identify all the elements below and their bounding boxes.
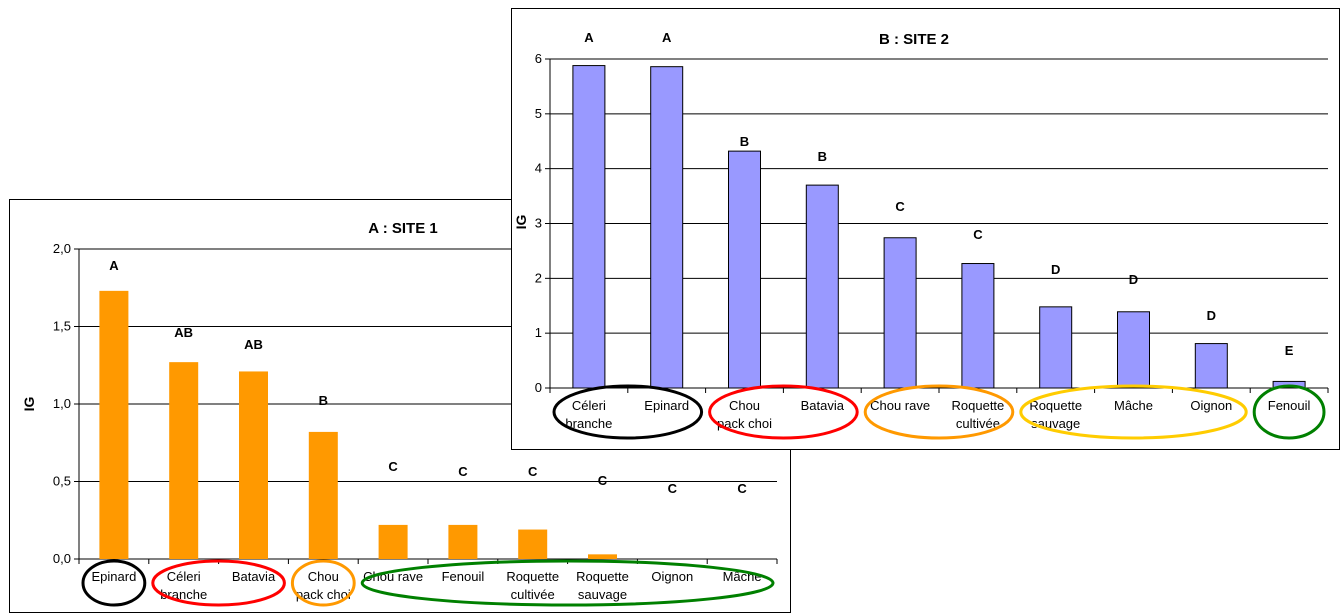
x-category-label: Roquette cultivée: [952, 398, 1005, 431]
y-tick-label: 3: [535, 216, 542, 231]
bar: [378, 524, 408, 559]
group-ellipse: [552, 384, 704, 440]
significance-letter: E: [1285, 343, 1294, 358]
x-category-label: Chou pack choi: [296, 569, 351, 602]
bar: [650, 66, 684, 389]
y-tick-label: 4: [535, 161, 542, 176]
significance-letter: D: [1129, 272, 1138, 287]
x-category-label: Oignon: [1190, 398, 1232, 413]
x-category-label: Roquette cultivée: [506, 569, 559, 602]
significance-letter: B: [319, 393, 328, 408]
bar: [883, 237, 917, 389]
y-tick-label: 0,0: [53, 551, 71, 566]
bar: [99, 290, 129, 559]
significance-letter: B: [818, 149, 827, 164]
bar: [1194, 343, 1228, 389]
group-ellipse: [151, 559, 286, 607]
x-category-label: Roquette sauvage: [576, 569, 629, 602]
significance-letter: C: [598, 473, 608, 488]
y-tick-label: 2,0: [53, 241, 71, 256]
chart-site1: 0,0 0,5 1,0 1,5 2,0 A Epinard AB Céleri branche AB…: [21, 220, 778, 607]
x-category-label: Chou rave: [870, 398, 930, 413]
significance-letter: C: [737, 481, 747, 496]
x-category-label: Chou rave: [363, 569, 423, 584]
bar: [448, 524, 478, 559]
significance-letter: C: [895, 199, 905, 214]
y-tick-label: 0: [535, 380, 542, 395]
significance-letter: C: [458, 464, 468, 479]
significance-letter: D: [1051, 262, 1060, 277]
x-category-label: Céleri branche: [160, 569, 207, 602]
x-category-label: Fenouil: [442, 569, 485, 584]
group-ellipse: [360, 559, 775, 607]
group-ellipse: [1252, 384, 1326, 440]
bar: [1039, 306, 1073, 389]
bar: [239, 371, 268, 559]
bar: [728, 150, 761, 389]
significance-letter: D: [1207, 308, 1216, 323]
x-category-label: Epinard: [644, 398, 689, 413]
group-ellipse: [708, 384, 859, 440]
x-category-label: Epinard: [91, 569, 136, 584]
significance-letter: C: [668, 481, 678, 496]
significance-letter: C: [388, 459, 398, 474]
x-category-label: Céleri branche: [565, 398, 612, 431]
y-tick-label: 5: [535, 106, 542, 121]
bar: [572, 65, 606, 389]
y-tick-label: 0,5: [53, 474, 71, 489]
significance-letter: A: [662, 30, 672, 45]
chart-title: A : SITE 1: [368, 220, 437, 237]
bar: [588, 554, 617, 559]
x-category-label: Chou pack choi: [717, 398, 772, 431]
significance-letter: AB: [244, 337, 263, 352]
bar: [961, 263, 995, 389]
x-category-label: Batavia: [801, 398, 845, 413]
x-category-label: Mâche: [1114, 398, 1153, 413]
chart-panel-site2: 0 1 2 3 4 5 6 A Céleri branche A Epinard B Chou pack c…: [511, 8, 1340, 450]
group-ellipse: [863, 384, 1015, 440]
bar: [805, 184, 839, 389]
bar: [169, 362, 199, 559]
y-axis-label: IG: [21, 397, 37, 412]
bar: [518, 529, 548, 559]
significance-letter: C: [528, 464, 538, 479]
significance-letter: B: [740, 134, 749, 149]
y-axis-label: IG: [513, 215, 529, 230]
y-tick-label: 1: [535, 325, 542, 340]
significance-letter: AB: [174, 325, 193, 340]
x-category-label: Oignon: [651, 569, 693, 584]
group-ellipse: [1019, 384, 1248, 440]
chart-site2: 0 1 2 3 4 5 6 A Céleri branche A Epinard B Chou pack c…: [513, 30, 1329, 440]
y-tick-label: 1,5: [53, 319, 71, 334]
x-category-label: Fenouil: [1268, 398, 1311, 413]
y-tick-label: 6: [535, 51, 542, 66]
significance-letter: A: [584, 30, 594, 45]
group-ellipse: [290, 559, 356, 607]
bar: [1117, 311, 1150, 389]
y-tick-label: 2: [535, 270, 542, 285]
significance-letter: C: [973, 227, 983, 242]
bar: [308, 431, 338, 559]
x-category-label: Batavia: [232, 569, 276, 584]
y-tick-label: 1,0: [53, 396, 71, 411]
chart-title: B : SITE 2: [879, 31, 949, 48]
group-ellipse: [81, 559, 147, 607]
significance-letter: A: [109, 258, 119, 273]
